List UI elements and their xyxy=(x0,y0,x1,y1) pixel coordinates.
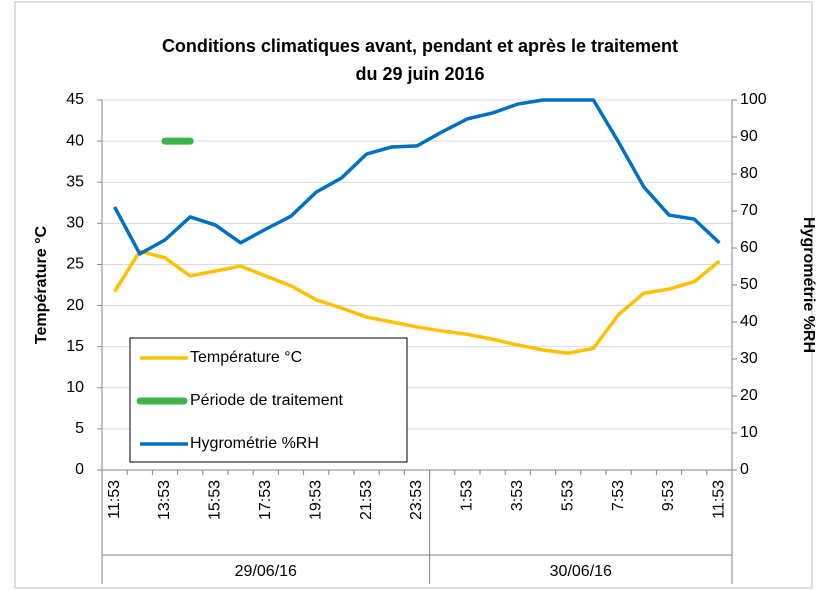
y2-tick-label: 10 xyxy=(740,424,758,441)
x-tick-label: 5:53 xyxy=(559,480,576,511)
x-tick-label: 21:53 xyxy=(358,480,375,520)
y-tick-label: 45 xyxy=(66,91,84,108)
y2-tick-label: 50 xyxy=(740,276,758,293)
x-tick-label: 17:53 xyxy=(257,480,274,520)
legend-label: Température °C xyxy=(190,349,302,366)
x-tick-label: 1:53 xyxy=(459,480,476,511)
x-tick-label: 23:53 xyxy=(408,480,425,520)
y-axis-title: Température °C xyxy=(33,225,50,344)
y-tick-label: 20 xyxy=(66,297,84,314)
legend-label: Période de traitement xyxy=(190,392,344,409)
y2-tick-label: 20 xyxy=(740,387,758,404)
y-tick-label: 40 xyxy=(66,132,84,149)
y2-tick-label: 70 xyxy=(740,202,758,219)
x-tick-label: 11:53 xyxy=(106,480,123,519)
y2-tick-label: 60 xyxy=(740,239,758,256)
x-tick-label: 13:53 xyxy=(156,480,173,520)
y-tick-label: 35 xyxy=(66,173,84,190)
y2-tick-label: 0 xyxy=(740,461,749,478)
x-tick-label: 9:53 xyxy=(660,480,677,511)
date-group-label: 29/06/16 xyxy=(235,563,297,580)
series-line xyxy=(113,98,721,256)
x-tick-label: 19:53 xyxy=(307,480,324,520)
legend-label: Hygrométrie %RH xyxy=(190,435,319,452)
y-tick-label: 25 xyxy=(66,256,84,273)
x-tick-label: 11:53 xyxy=(711,480,728,519)
x-tick-label: 7:53 xyxy=(610,480,627,511)
chart-title: Conditions climatiques avant, pendant et… xyxy=(162,36,678,56)
x-tick-label: 15:53 xyxy=(207,480,224,520)
y2-tick-label: 30 xyxy=(740,350,758,367)
y-tick-label: 0 xyxy=(75,461,84,478)
y-tick-label: 10 xyxy=(66,379,84,396)
y2-tick-label: 100 xyxy=(740,91,767,108)
date-group-label: 30/06/16 xyxy=(550,563,612,580)
x-tick-label: 3:53 xyxy=(509,480,526,511)
y2-tick-label: 80 xyxy=(740,165,758,182)
chart-title: du 29 juin 2016 xyxy=(355,64,484,84)
series-line xyxy=(113,249,721,355)
y2-tick-label: 90 xyxy=(740,128,758,145)
y-tick-label: 15 xyxy=(66,338,84,355)
y2-tick-label: 40 xyxy=(740,313,758,330)
y-tick-label: 5 xyxy=(75,420,84,437)
y-tick-label: 30 xyxy=(66,215,84,232)
y2-axis-title: Hygrométrie %RH xyxy=(800,217,817,353)
